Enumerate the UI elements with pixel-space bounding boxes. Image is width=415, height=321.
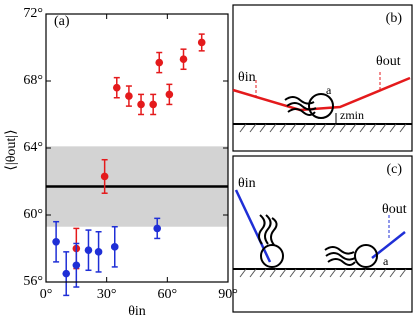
theta-in: θin xyxy=(238,176,256,191)
diagram-b: (b) θin θout a zmin xyxy=(232,4,413,152)
y-axis-label: ⟨|θout|⟩ xyxy=(4,129,19,170)
diagram-c: (c) θin θout a xyxy=(232,155,413,313)
wall-hatch xyxy=(239,268,407,278)
point xyxy=(110,243,119,251)
y-tick-label: 60° xyxy=(23,207,43,222)
panel-label: (b) xyxy=(386,11,403,26)
radius-label: a xyxy=(383,254,389,268)
flagellum xyxy=(324,246,356,266)
y-tick-label: 72° xyxy=(23,6,43,21)
point xyxy=(112,83,121,92)
y-tick-label: 56° xyxy=(23,274,43,289)
flagellum xyxy=(258,214,278,246)
theta-out: θout xyxy=(376,54,401,69)
point xyxy=(100,172,109,181)
point xyxy=(125,92,133,100)
gap-label: zmin xyxy=(340,108,364,122)
panel-frame xyxy=(232,155,413,313)
point xyxy=(84,246,93,254)
x-tick-label: 60° xyxy=(158,287,178,302)
y-tick-label: 64° xyxy=(23,140,43,155)
panel-label: (c) xyxy=(386,162,402,177)
point xyxy=(52,238,60,246)
x-tick-label: 0° xyxy=(40,287,53,302)
point xyxy=(165,90,174,99)
x-axis-label: θin xyxy=(128,304,146,319)
sphere xyxy=(354,244,378,268)
sphere xyxy=(260,244,284,268)
point xyxy=(153,224,162,233)
theta-in: θin xyxy=(238,70,256,85)
y-tick-label: 68° xyxy=(23,73,43,88)
point xyxy=(197,38,206,47)
point xyxy=(62,269,71,278)
panel-frame xyxy=(232,4,413,152)
point xyxy=(179,55,188,64)
point xyxy=(149,100,157,109)
x-tick-label: 30° xyxy=(97,287,117,302)
point xyxy=(94,248,103,256)
point xyxy=(72,261,81,270)
panel-label: (a) xyxy=(54,14,70,29)
flagellum xyxy=(284,96,317,116)
plot-area: 56° 60° 64° 68° 72° 0° 30° 60° 90° xyxy=(23,6,237,302)
trajectory xyxy=(232,76,411,112)
trajectory xyxy=(234,189,272,263)
sphere xyxy=(308,93,334,119)
radius-label: a xyxy=(326,83,332,97)
axes-frame xyxy=(45,13,229,283)
x-tick-label: 90° xyxy=(218,287,238,302)
wall-hatch xyxy=(239,123,407,133)
theta-out: θout xyxy=(382,202,407,217)
point xyxy=(137,100,145,109)
point xyxy=(155,58,164,67)
